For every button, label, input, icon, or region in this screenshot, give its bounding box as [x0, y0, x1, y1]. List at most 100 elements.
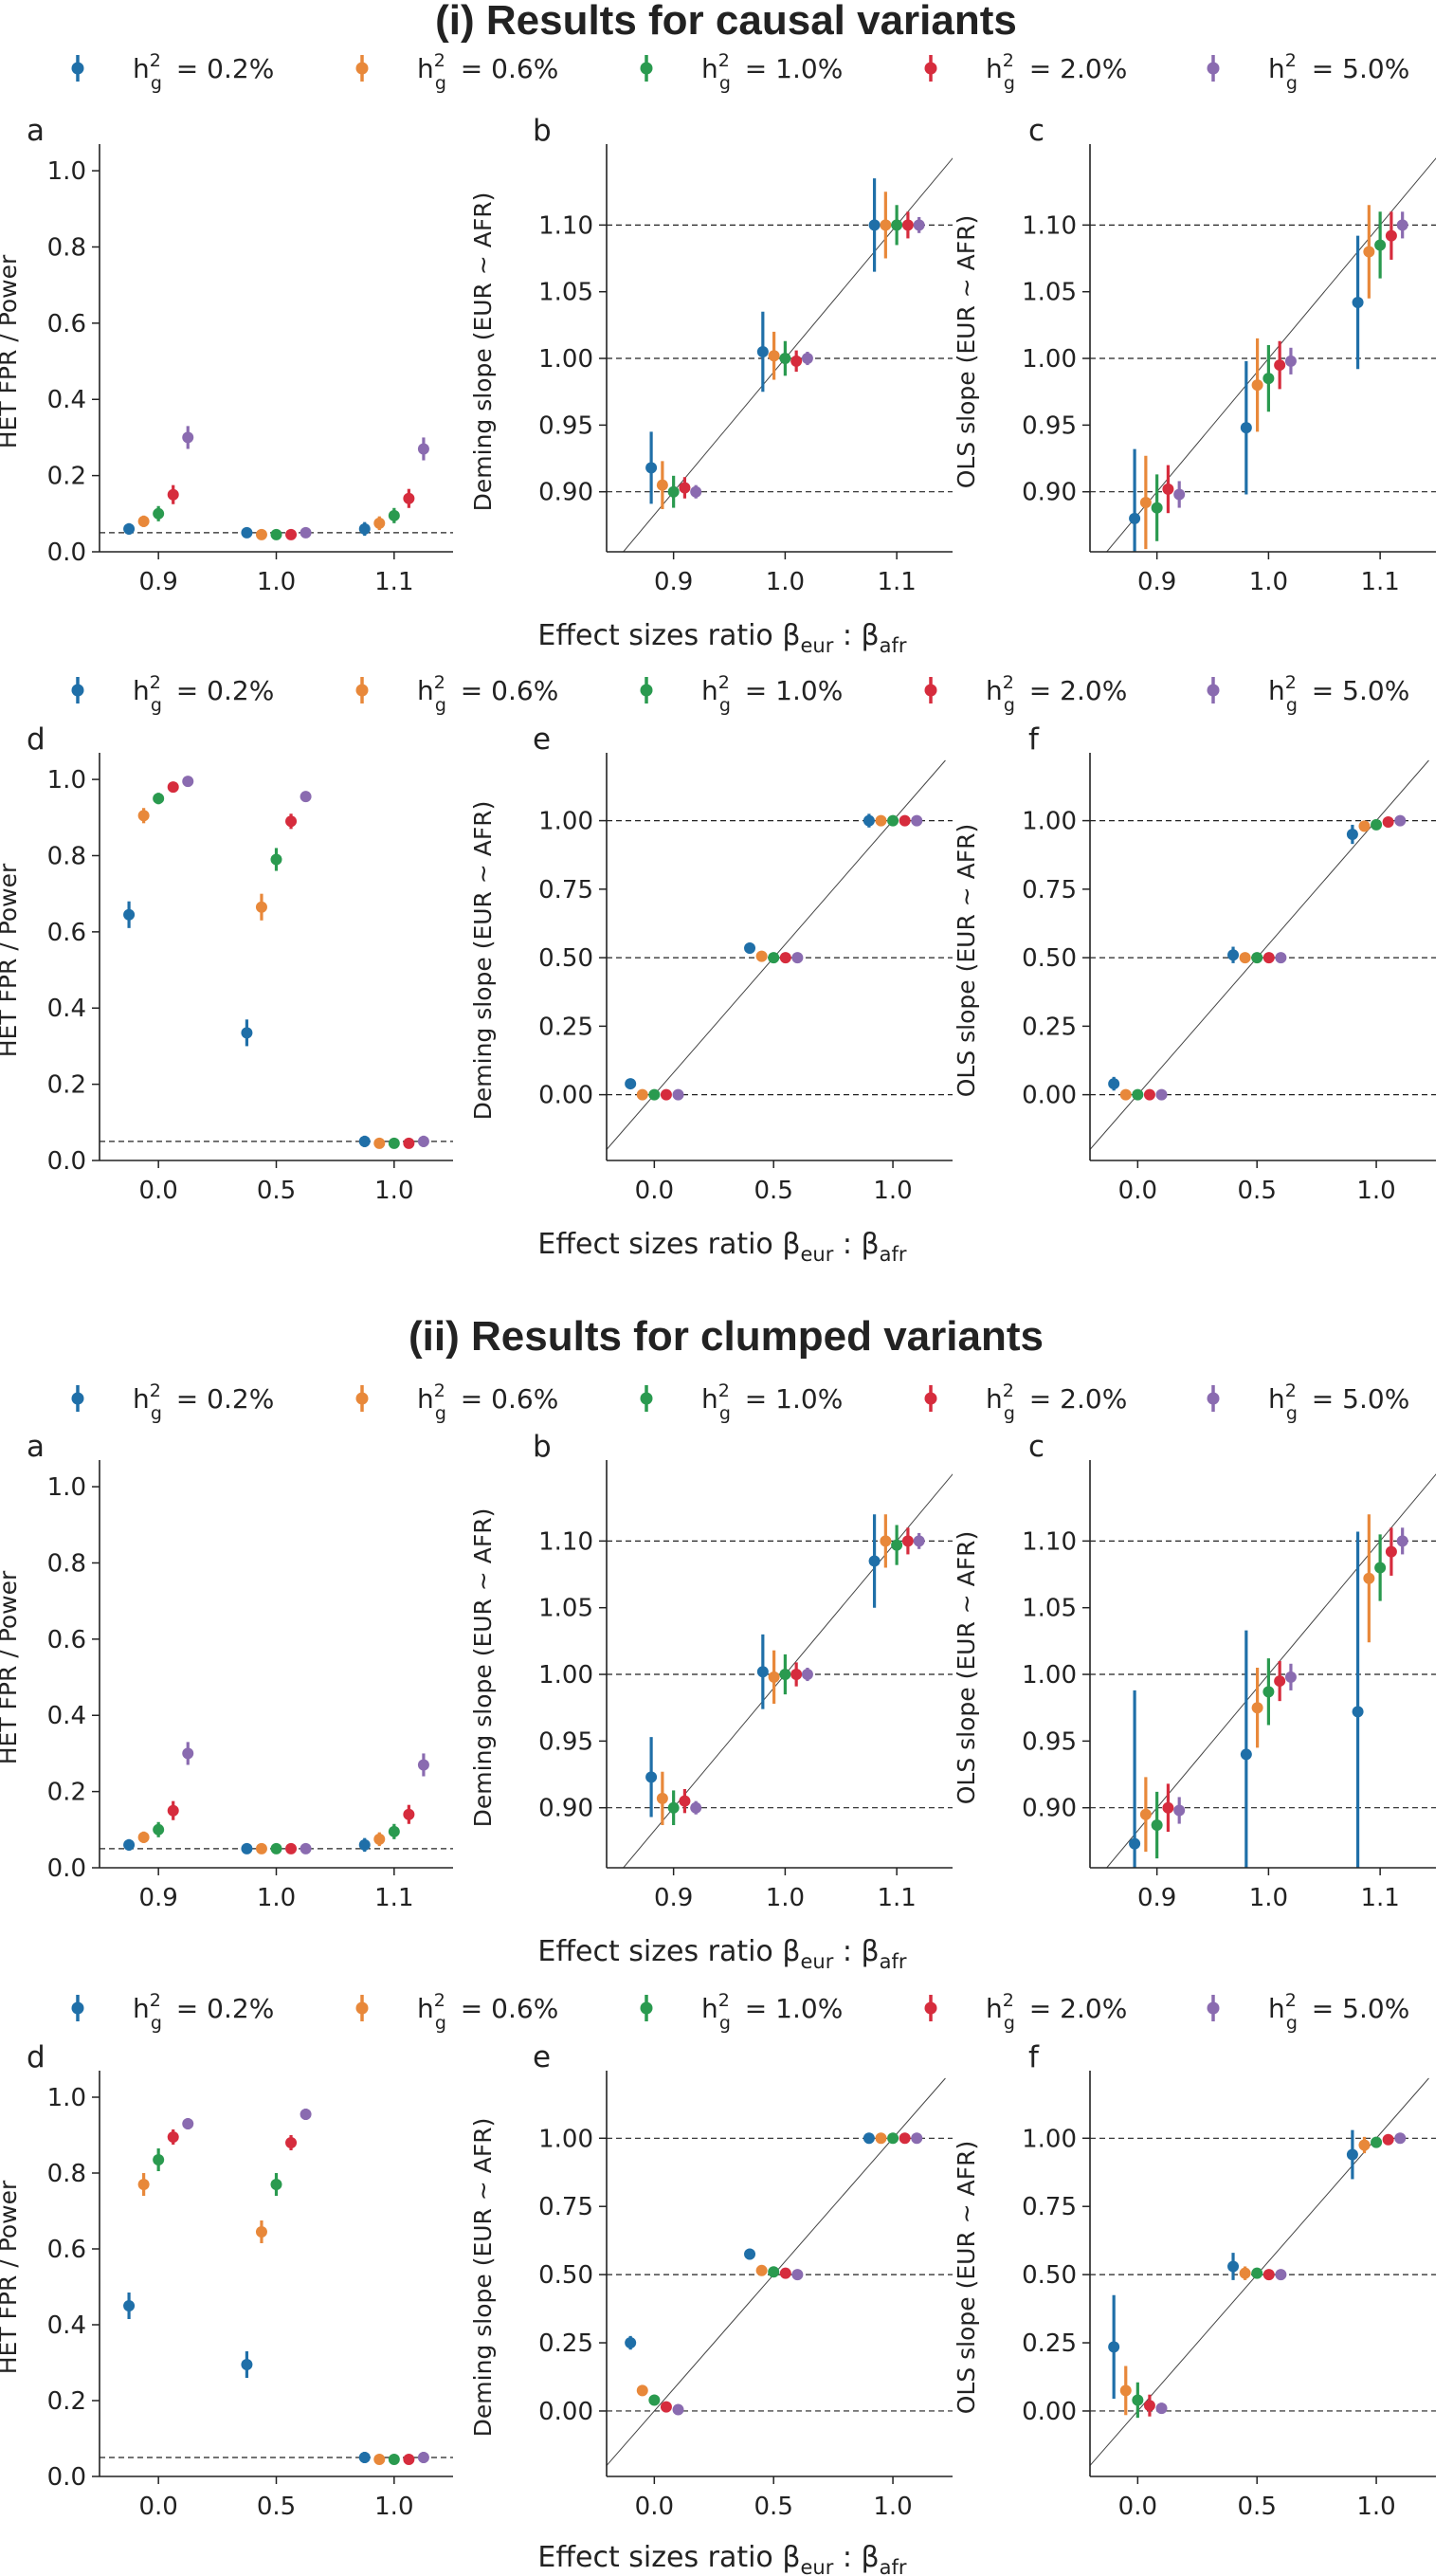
legend-point-marker	[355, 1392, 369, 1405]
series-2	[153, 2148, 400, 2465]
data-point	[656, 479, 668, 491]
data-point	[911, 814, 923, 827]
x-tick-label: 1.0	[1249, 1884, 1288, 1912]
y-tick-label: 1.00	[538, 1661, 593, 1690]
x-tick-label: 1.1	[374, 568, 413, 596]
data-point	[672, 1088, 684, 1101]
data-point	[1346, 2148, 1358, 2161]
data-point	[270, 528, 282, 540]
data-point	[887, 2132, 899, 2145]
x-tick-label: 0.9	[138, 1884, 177, 1912]
legend-item: h2 g = 0.6%	[355, 1990, 558, 2034]
legend-symbol: h	[133, 1993, 150, 2024]
x-tick-label: 0.9	[654, 1884, 693, 1912]
legend-value: = 5.0%	[1303, 53, 1409, 84]
x-tick-label: 1.1	[877, 1884, 916, 1912]
legend-label: h2 g = 1.0%	[701, 672, 843, 716]
legend-superscript: 2	[434, 1380, 445, 1401]
data-point	[241, 1027, 253, 1039]
x-tick-label: 1.0	[1356, 1177, 1395, 1205]
legend-superscript: 2	[718, 50, 730, 71]
legend-item: h2 g = 1.0%	[640, 1990, 843, 2034]
legend-symbol: h	[417, 675, 434, 706]
series-0	[123, 901, 371, 1147]
series-3	[679, 211, 914, 499]
legend-subscript: g	[435, 1403, 446, 1424]
x-axis-labels: Effect sizes ratio βeur : βafr Effect siz…	[537, 619, 907, 2576]
legend-superscript: 2	[718, 672, 730, 693]
panel-ii-f: 0.00 0.25 0.50 0.75 1.00 0.0 0.5 1.0 OLS slope (…	[953, 2040, 1436, 2521]
legend-item: h2 g = 0.2%	[71, 1380, 274, 1424]
panels: 0.0 0.2 0.4 0.6 0.8 1.0 0.9 1.0 1.1 HET FPR / Pow…	[0, 114, 1436, 2521]
legend-symbol: h	[986, 675, 1003, 706]
panel-letter: c	[1028, 1430, 1044, 1464]
data-point	[1251, 952, 1263, 964]
x-tick-label: 1.0	[766, 568, 805, 596]
data-point	[255, 2226, 267, 2238]
data-point	[1382, 816, 1394, 829]
data-point	[182, 2118, 194, 2129]
legend-subscript: g	[719, 695, 731, 716]
data-point	[625, 1078, 637, 1090]
data-point	[1251, 1702, 1263, 1714]
series-4	[690, 1532, 925, 1815]
panel-i-d: 0.0 0.2 0.4 0.6 0.8 1.0 0.0 0.5 1.0 HET FPR / Pow…	[0, 722, 453, 1205]
legend-superscript: 2	[1003, 50, 1014, 71]
x-tick-label: 0.0	[138, 1177, 177, 1205]
data-point	[285, 1842, 298, 1854]
data-point	[300, 791, 312, 803]
legend-point-marker	[71, 2001, 84, 2015]
data-point	[182, 431, 194, 444]
series-1	[636, 2132, 887, 2397]
y-tick-label: 0.2	[47, 463, 86, 491]
plot-area	[100, 2109, 453, 2465]
legend-superscript: 2	[1285, 1380, 1297, 1401]
y-tick-label: 0.8	[47, 842, 86, 870]
data-point	[123, 1838, 136, 1851]
y-tick-label: 0.00	[1022, 1082, 1077, 1110]
data-point	[137, 1831, 150, 1843]
data-point	[388, 509, 400, 521]
series-3	[660, 2132, 911, 2413]
x-tick-label: 0.5	[1238, 1177, 1277, 1205]
x-tick-label: 0.0	[138, 2493, 177, 2521]
legend-symbol: h	[133, 675, 150, 706]
legend-item: h2 g = 0.2%	[71, 672, 274, 716]
y-tick-label: 0.8	[47, 1549, 86, 1578]
y-tick-label: 1.05	[538, 1595, 593, 1623]
series-2	[667, 1525, 903, 1825]
legend-point-marker	[1207, 684, 1220, 697]
y-tick-label: 0.6	[47, 919, 86, 947]
panel-letter: e	[533, 722, 551, 757]
panel-i-c: 0.90 0.95 1.00 1.05 1.10 0.9 1.0 1.1 OLS slope (…	[953, 114, 1436, 596]
series-3	[1162, 211, 1397, 514]
data-point	[636, 1088, 648, 1101]
y-tick-label: 1.05	[1022, 1595, 1077, 1623]
legend-point-marker	[1207, 62, 1220, 75]
x-tick-label: 0.5	[754, 2493, 793, 2521]
data-point	[1119, 1088, 1132, 1101]
panel-letter: a	[27, 1430, 45, 1464]
panel-ii-b: 0.90 0.95 1.00 1.05 1.10 0.9 1.0 1.1 Deming slop…	[469, 1430, 953, 1912]
y-tick-label: 1.00	[538, 345, 593, 374]
y-tick-label: 1.0	[47, 766, 86, 795]
data-point	[1358, 820, 1371, 832]
y-tick-label: 0.4	[47, 2311, 86, 2340]
y-tick-label: 1.10	[538, 1527, 593, 1556]
y-tick-label: 1.05	[538, 279, 593, 307]
section-title-causal: (i) Results for causal variants	[435, 0, 1017, 44]
y-tick-label: 0.4	[47, 995, 86, 1023]
series-1	[1119, 820, 1371, 1101]
data-point	[1132, 1088, 1144, 1101]
y-tick-label: 0.8	[47, 2160, 86, 2188]
series-1	[636, 814, 887, 1101]
data-point	[779, 1669, 791, 1681]
legend-label: h2 g = 5.0%	[1268, 50, 1409, 94]
y-tick-label: 0.90	[1022, 1795, 1077, 1823]
data-point	[1371, 818, 1383, 831]
data-point	[1371, 2136, 1383, 2148]
data-point	[901, 1535, 914, 1547]
data-point	[373, 517, 386, 529]
y-tick-label: 0.6	[47, 310, 86, 338]
series-4	[1155, 2132, 1407, 2415]
